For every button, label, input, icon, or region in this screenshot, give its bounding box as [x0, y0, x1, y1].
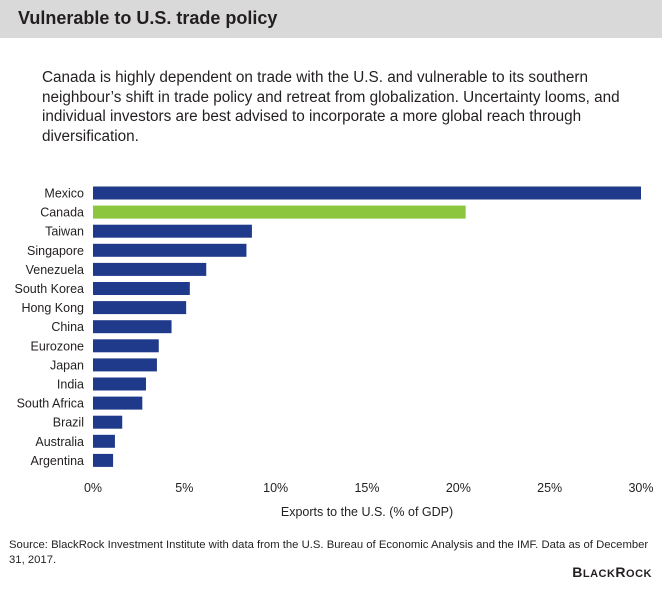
category-label: China: [51, 320, 84, 334]
x-tick-label: 0%: [84, 481, 102, 495]
bar-mexico: [93, 186, 641, 200]
x-tick-label: 15%: [354, 481, 379, 495]
page-title: Vulnerable to U.S. trade policy: [18, 8, 278, 28]
category-label: Eurozone: [30, 339, 84, 353]
bar-venezuela: [93, 262, 207, 276]
category-label: South Korea: [15, 282, 85, 296]
bar-argentina: [93, 453, 114, 467]
category-label: India: [57, 378, 84, 392]
category-label: Argentina: [30, 454, 84, 468]
x-tick-label: 30%: [628, 481, 653, 495]
category-label: Australia: [35, 435, 84, 449]
bar-taiwan: [93, 224, 252, 238]
bar-canada: [93, 205, 466, 219]
category-label: South Africa: [17, 397, 84, 411]
bar-australia: [93, 434, 115, 448]
bar-singapore: [93, 243, 247, 257]
category-label: Venezuela: [26, 263, 84, 277]
x-tick-label: 10%: [263, 481, 288, 495]
bar-brazil: [93, 415, 123, 429]
blackrock-logo: BLACKROCK: [572, 564, 652, 580]
category-label: Singapore: [27, 244, 84, 258]
category-label: Brazil: [53, 416, 84, 430]
bar-south-korea: [93, 282, 190, 295]
x-tick-label: 20%: [446, 481, 471, 495]
category-label: Canada: [40, 206, 84, 220]
intro-text: Canada is highly dependent on trade with…: [42, 69, 620, 145]
bar-india: [93, 377, 146, 391]
category-label: Taiwan: [45, 225, 84, 239]
bar-japan: [93, 358, 157, 372]
category-label: Mexico: [44, 187, 84, 201]
bar-china: [93, 320, 172, 334]
x-tick-label: 5%: [175, 481, 193, 495]
bar-eurozone: [93, 339, 159, 353]
title-banner: Vulnerable to U.S. trade policy: [0, 0, 662, 38]
x-axis-label: Exports to the U.S. (% of GDP): [281, 505, 453, 519]
x-tick-label: 25%: [537, 481, 562, 495]
bar-south-africa: [93, 396, 143, 410]
category-label: Japan: [50, 358, 84, 372]
source-note: Source: BlackRock Investment Institute w…: [9, 539, 649, 566]
bar-hong-kong: [93, 301, 187, 315]
category-label: Hong Kong: [21, 301, 84, 315]
bar-chart: Mexico Canada Taiwan Singapore Venezuela Sout…: [15, 186, 654, 519]
